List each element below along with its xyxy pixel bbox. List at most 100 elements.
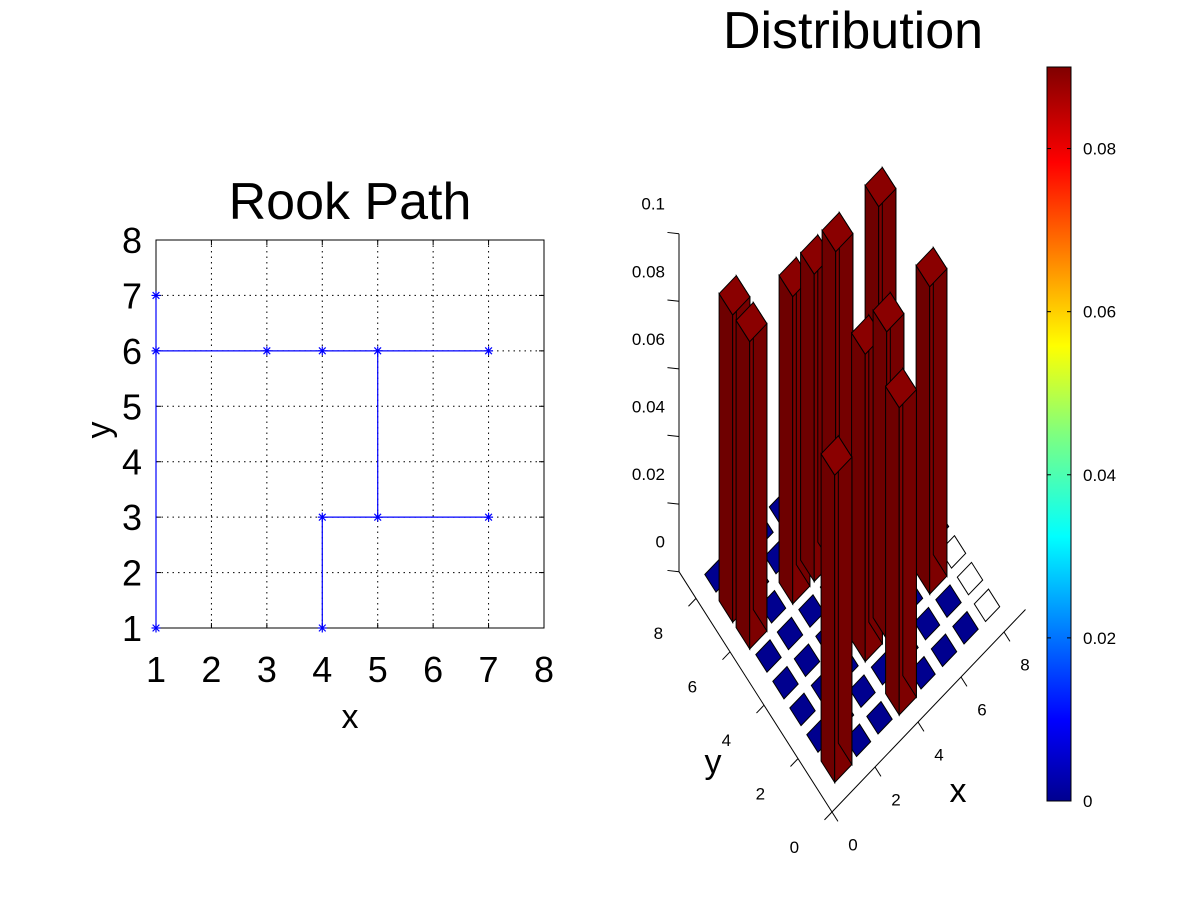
rook-xtick-label: 6 — [423, 649, 443, 690]
dist-ztick-label: 0.08 — [632, 262, 665, 281]
dist-ztick — [667, 502, 680, 505]
dist-floor-tile — [930, 633, 958, 668]
dist-floor-tile — [973, 588, 1001, 623]
rook-marker — [317, 623, 327, 633]
rook-marker — [262, 346, 272, 356]
dist-bar — [884, 366, 918, 717]
rook-ytick-label: 4 — [122, 442, 142, 483]
dist-floor-tile — [952, 610, 979, 645]
dist-ytick-label: 2 — [756, 784, 765, 803]
distribution-axes: 0 2 4 6 8 0 2 4 6 8 0 0.02 0.04 0.06 0.08 0.1 — [632, 195, 1030, 857]
dist-floor-tile — [789, 692, 816, 727]
rook-ytick-label: 7 — [122, 275, 142, 316]
dist-ztick — [667, 299, 680, 302]
dist-floor-tile — [913, 606, 941, 641]
dist-ztick-label: 0 — [656, 533, 665, 552]
dist-xtick-label: 8 — [1020, 656, 1029, 675]
dist-xtick — [874, 766, 882, 777]
rook-marker — [317, 512, 327, 522]
dist-ztick — [667, 569, 680, 573]
dist-xtick — [1003, 631, 1011, 642]
dist-ytick-label: 0 — [790, 838, 799, 857]
rook-ytick-label: 2 — [122, 553, 142, 594]
distribution-ylabel: y — [705, 743, 722, 781]
dist-bar — [735, 300, 768, 651]
rook-ytick-label: 5 — [122, 386, 142, 427]
rook-xtick-label: 8 — [534, 649, 554, 690]
dist-ztick-label: 0.04 — [632, 398, 665, 417]
dist-floor-tile — [935, 584, 962, 619]
colorbar-tick-label: 0 — [1083, 792, 1092, 811]
dist-ztick — [667, 434, 680, 437]
dist-x-axis — [831, 609, 1026, 813]
distribution-chart: Distribution 0 2 4 6 8 0 2 4 6 8 0 0.02 0.04 0.06 0.08… — [632, 2, 1030, 857]
colorbar-ticks: 0 0.02 0.04 0.06 0.08 — [1047, 140, 1116, 811]
dist-floor-tile — [755, 638, 782, 674]
rook-marker — [151, 290, 161, 300]
dist-ztick — [667, 231, 680, 235]
dist-ztick-label: 0.1 — [641, 195, 665, 214]
dist-ztick-label: 0.02 — [632, 465, 665, 484]
dist-xtick-label: 2 — [891, 791, 900, 810]
dist-ztick-label: 0.06 — [632, 330, 665, 349]
dist-floor-tile — [793, 643, 821, 678]
distribution-title: Distribution — [723, 2, 983, 60]
dist-xtick-label: 4 — [934, 746, 943, 765]
dist-xtick — [831, 811, 839, 822]
dist-xtick-label: 6 — [977, 701, 986, 720]
dist-floor-tile — [956, 561, 984, 596]
rook-ytick-label: 3 — [122, 497, 142, 538]
rook-marker — [373, 512, 383, 522]
rook-ytick-label: 1 — [122, 608, 142, 649]
dist-ytick-label: 6 — [688, 678, 697, 697]
rook-ytick-label: 8 — [122, 220, 142, 261]
rook-markers — [151, 290, 494, 633]
rook-xtick-label: 5 — [368, 649, 388, 690]
distribution-bars — [718, 165, 948, 785]
rook-ylabel: y — [80, 422, 118, 439]
distribution-xlabel: x — [950, 772, 967, 810]
dist-ytick — [824, 811, 833, 821]
dist-floor-tile — [772, 665, 799, 700]
dist-floor-tile — [776, 616, 804, 651]
dist-xtick — [917, 721, 925, 732]
dist-ytick — [688, 598, 697, 607]
rook-marker — [373, 346, 383, 356]
dist-ztick — [667, 367, 680, 370]
rook-marker — [317, 346, 327, 356]
colorbar-tick-label: 0.06 — [1083, 303, 1116, 322]
rook-axes-box — [155, 239, 545, 629]
colorbar-tick-label: 0.08 — [1083, 140, 1116, 159]
colorbar-gradient — [1046, 66, 1072, 802]
rook-xtick-label: 1 — [146, 649, 166, 690]
dist-y-axis — [678, 571, 833, 813]
colorbar: 0 0.02 0.04 0.06 0.08 — [1046, 66, 1116, 811]
dist-ytick — [722, 651, 731, 661]
rook-marker — [151, 346, 161, 356]
dist-ytick-label: 4 — [722, 731, 731, 750]
dist-floor-tile — [866, 700, 893, 735]
rook-marker — [151, 623, 161, 633]
dist-bar — [915, 245, 948, 596]
rook-ytick-label: 6 — [122, 331, 142, 372]
rook-xtick-label: 2 — [201, 649, 221, 690]
dist-bar — [820, 434, 853, 785]
rook-xlabel: x — [342, 698, 359, 736]
dist-xtick — [960, 676, 968, 687]
dist-floor-tile — [798, 593, 825, 629]
dist-ytick-label: 8 — [654, 624, 663, 643]
dist-xtick-label: 0 — [848, 836, 857, 855]
rook-chart-title: Rook Path — [229, 173, 472, 231]
rook-grid — [155, 239, 545, 629]
dist-ytick — [756, 704, 765, 714]
rook-marker — [484, 512, 494, 522]
colorbar-tick-label: 0.04 — [1083, 466, 1116, 485]
rook-xtick-label: 7 — [479, 649, 499, 690]
dist-floor-tile — [849, 674, 876, 709]
rook-xtick-label: 4 — [312, 649, 332, 690]
rook-path-line — [155, 295, 489, 628]
rook-marker — [484, 346, 494, 356]
